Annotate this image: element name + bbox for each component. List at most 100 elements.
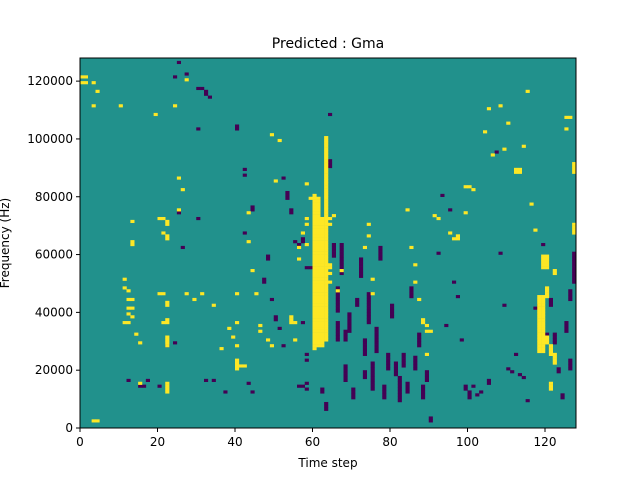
- heatmap-cell-high: [572, 231, 577, 235]
- heatmap-cell-low: [421, 384, 426, 388]
- heatmap-cell-low: [409, 289, 414, 293]
- heatmap-cell-high: [324, 240, 329, 244]
- heatmap-cell-low: [390, 309, 395, 313]
- heatmap-cell-high: [138, 341, 143, 345]
- heatmap-cell-low: [521, 375, 526, 380]
- heatmap-cell-low: [572, 269, 577, 273]
- heatmap-cell-low: [339, 245, 344, 250]
- heatmap-cell-high: [455, 234, 460, 238]
- heatmap-cell-low: [390, 303, 395, 307]
- heatmap-cell-low: [335, 300, 340, 304]
- heatmap-cell-high: [312, 329, 317, 333]
- heatmap-cell-low: [413, 355, 418, 359]
- heatmap-cell-high: [289, 321, 294, 325]
- heatmap-cell-low: [196, 127, 201, 131]
- heatmap-cell-high: [320, 216, 325, 221]
- heatmap-cell-high: [176, 176, 181, 180]
- heatmap-cell-high: [324, 251, 329, 255]
- heatmap-cell-low: [285, 193, 290, 197]
- heatmap-cell-high: [324, 196, 329, 200]
- heatmap-cell-high: [320, 271, 325, 276]
- heatmap-cell-low: [397, 378, 402, 382]
- heatmap-cell-high: [320, 243, 325, 247]
- heatmap-cell-high: [122, 286, 127, 290]
- heatmap-cell-high: [289, 318, 294, 322]
- heatmap-cell-high: [165, 234, 170, 238]
- heatmap-cell-low: [370, 378, 375, 382]
- heatmap-cell-high: [324, 190, 329, 195]
- heatmap-cell-high: [316, 257, 321, 261]
- heatmap-cell-low: [494, 150, 499, 154]
- heatmap-cell-low: [463, 384, 468, 388]
- heatmap-cell-low: [390, 306, 395, 310]
- heatmap-cell-low: [510, 370, 515, 374]
- heatmap-cell-high: [157, 292, 162, 296]
- heatmap-cell-high: [324, 144, 329, 148]
- heatmap-cell-high: [312, 208, 317, 212]
- heatmap-cell-low: [347, 315, 352, 319]
- heatmap-cell-high: [91, 104, 96, 108]
- heatmap-cell-high: [316, 309, 321, 313]
- heatmap-cell-low: [328, 159, 333, 163]
- heatmap-cell-low: [568, 367, 573, 371]
- heatmap-cell-high: [320, 335, 325, 339]
- heatmap-cell-high: [200, 292, 205, 296]
- heatmap-cell-high: [246, 240, 251, 244]
- heatmap-cell-high: [316, 234, 321, 238]
- heatmap-cell-high: [486, 107, 491, 111]
- heatmap-cell-high: [324, 280, 329, 284]
- heatmap-cell-high: [452, 237, 457, 241]
- heatmap-cell-high: [320, 295, 325, 299]
- heatmap-cell-low: [572, 263, 577, 267]
- heatmap-cell-high: [165, 338, 170, 342]
- heatmap-cell-low: [343, 338, 348, 342]
- heatmap-cell-low: [359, 274, 364, 278]
- heatmap-cell-low: [409, 286, 414, 290]
- heatmap-cell-high: [537, 335, 542, 339]
- heatmap-cell-low: [362, 352, 367, 356]
- heatmap-cell-low: [242, 231, 247, 235]
- heatmap-cell-high: [297, 257, 302, 261]
- heatmap-cell-high: [122, 321, 127, 325]
- heatmap-cell-high: [258, 323, 263, 328]
- heatmap-cell-high: [320, 321, 325, 325]
- heatmap-cell-high: [316, 263, 321, 267]
- heatmap-cell-high: [324, 297, 329, 302]
- heatmap-cell-high: [235, 344, 240, 348]
- heatmap-cell-low: [328, 112, 333, 117]
- heatmap-cell-high: [525, 89, 530, 93]
- heatmap-cell-high: [320, 248, 325, 252]
- heatmap-cell-high: [328, 271, 333, 276]
- heatmap-cell-low: [366, 321, 371, 325]
- heatmap-cell-high: [312, 292, 317, 296]
- heatmap-cell-high: [312, 193, 317, 197]
- heatmap-cell-high: [541, 303, 546, 307]
- heatmap-cell-high: [320, 240, 325, 244]
- heatmap-cell-low: [347, 326, 352, 330]
- heatmap-cell-low: [568, 358, 573, 362]
- heatmap-cell-high: [324, 323, 329, 328]
- heatmap-cell-high: [324, 231, 329, 235]
- heatmap-cell-high: [83, 75, 88, 79]
- heatmap-cell-high: [320, 237, 325, 241]
- heatmap-cell-high: [541, 260, 546, 264]
- heatmap-cell-high: [165, 318, 170, 322]
- heatmap-cell-high: [324, 326, 329, 330]
- heatmap-cell-high: [312, 240, 317, 244]
- heatmap-cell-high: [541, 347, 546, 351]
- heatmap-cell-high: [316, 332, 321, 336]
- heatmap-cell-high: [320, 323, 325, 328]
- heatmap-cell-low: [568, 292, 573, 296]
- heatmap-cell-low: [289, 208, 294, 212]
- heatmap-cell-high: [324, 188, 329, 192]
- heatmap-cell-high: [316, 205, 321, 209]
- heatmap-cell-low: [246, 381, 251, 385]
- heatmap-cell-low: [564, 321, 569, 325]
- heatmap-cell-high: [552, 271, 557, 276]
- heatmap-cell-high: [316, 271, 321, 276]
- heatmap-cell-high: [258, 329, 263, 333]
- heatmap-cell-low: [552, 341, 557, 345]
- heatmap-cell-high: [227, 326, 232, 330]
- heatmap-cell-high: [366, 234, 371, 238]
- heatmap-cell-high: [312, 274, 317, 278]
